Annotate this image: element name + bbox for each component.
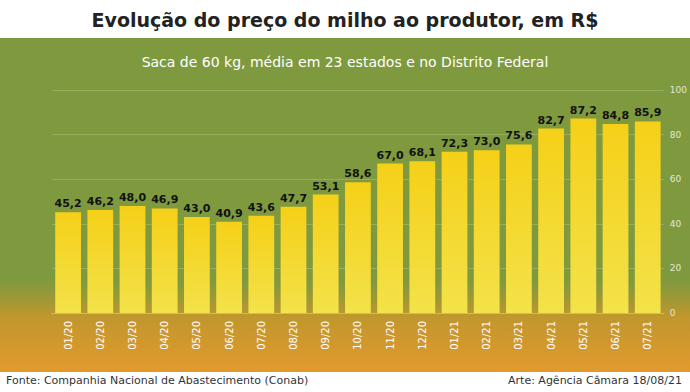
- svg-text:87,2: 87,2: [570, 104, 597, 117]
- svg-text:07/21: 07/21: [642, 321, 653, 350]
- svg-text:46,9: 46,9: [151, 193, 178, 206]
- svg-text:45,2: 45,2: [55, 197, 82, 210]
- svg-text:02/20: 02/20: [95, 321, 106, 350]
- svg-text:40,9: 40,9: [216, 207, 243, 220]
- svg-text:12/20: 12/20: [417, 321, 428, 350]
- svg-text:04/20: 04/20: [159, 321, 170, 350]
- svg-text:60: 60: [670, 174, 682, 184]
- svg-text:43,0: 43,0: [183, 202, 210, 215]
- svg-text:84,8: 84,8: [602, 109, 629, 122]
- svg-text:68,1: 68,1: [409, 146, 436, 159]
- svg-text:09/20: 09/20: [320, 321, 331, 350]
- svg-text:100: 100: [670, 85, 687, 95]
- svg-text:85,9: 85,9: [634, 106, 661, 119]
- svg-text:47,7: 47,7: [280, 192, 307, 205]
- svg-text:07/20: 07/20: [256, 321, 267, 350]
- svg-text:46,2: 46,2: [87, 195, 114, 208]
- svg-text:75,6: 75,6: [505, 129, 532, 142]
- svg-text:06/21: 06/21: [610, 321, 621, 350]
- svg-text:Saca de 60 kg, média em 23 est: Saca de 60 kg, média em 23 estados e no …: [142, 54, 549, 70]
- svg-text:0: 0: [670, 308, 676, 318]
- svg-text:10/20: 10/20: [352, 321, 363, 350]
- svg-text:01/21: 01/21: [449, 321, 460, 350]
- svg-text:67,0: 67,0: [377, 149, 404, 162]
- svg-text:03/21: 03/21: [513, 321, 524, 350]
- svg-text:08/20: 08/20: [288, 321, 299, 350]
- svg-text:01/20: 01/20: [63, 321, 74, 350]
- svg-text:20: 20: [670, 263, 682, 273]
- svg-text:04/21: 04/21: [546, 321, 557, 350]
- svg-text:80: 80: [670, 130, 682, 140]
- svg-text:72,3: 72,3: [441, 137, 468, 150]
- svg-text:43,6: 43,6: [248, 201, 275, 214]
- svg-text:11/20: 11/20: [385, 321, 396, 350]
- svg-text:05/21: 05/21: [578, 321, 589, 350]
- svg-text:40: 40: [670, 219, 682, 229]
- svg-text:53,1: 53,1: [312, 180, 339, 193]
- svg-text:Evolução do preço do milho ao: Evolução do preço do milho ao produtor, …: [92, 9, 599, 31]
- svg-text:05/20: 05/20: [191, 321, 202, 350]
- svg-text:03/20: 03/20: [127, 321, 138, 350]
- svg-text:Arte: Agência Câmara 18/08/21: Arte: Agência Câmara 18/08/21: [508, 374, 682, 387]
- svg-text:Fonte: Companhia Nacional de A: Fonte: Companhia Nacional de Abastecimen…: [6, 374, 308, 387]
- svg-text:58,6: 58,6: [344, 167, 371, 180]
- svg-text:02/21: 02/21: [481, 321, 492, 350]
- svg-text:73,0: 73,0: [473, 135, 500, 148]
- svg-text:06/20: 06/20: [224, 321, 235, 350]
- svg-text:82,7: 82,7: [538, 114, 565, 127]
- svg-text:48,0: 48,0: [119, 191, 146, 204]
